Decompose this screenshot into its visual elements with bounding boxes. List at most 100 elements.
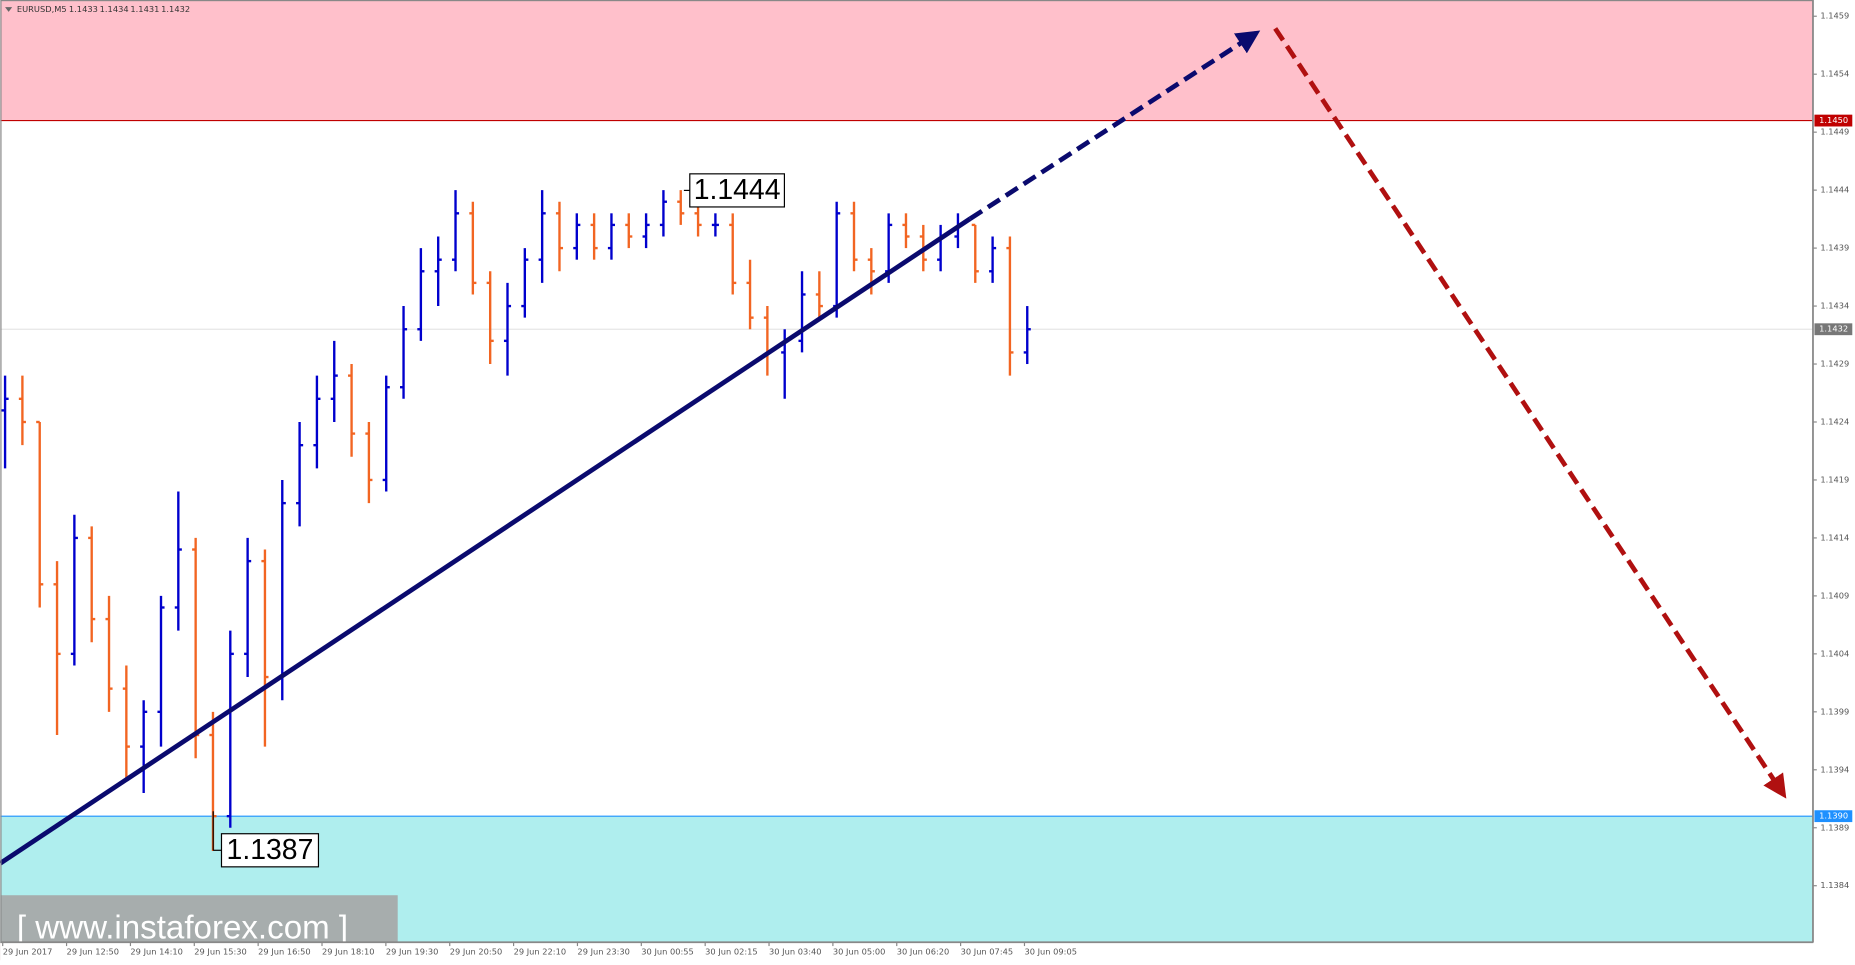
resistance-badge — [1814, 114, 1853, 127]
y-tick-label: 1.1404 — [1820, 648, 1849, 658]
bar — [18, 375, 26, 446]
y-tick-label: 1.1394 — [1820, 764, 1849, 774]
axis-labels: 1.1433 1.1434 1.1431 1.14321.14591.14541.14… — [2, 4, 1853, 956]
x-tick-label: 30 Jun 03:40 — [769, 946, 822, 956]
annotation: 1.1387 — [227, 834, 314, 866]
bar — [833, 201, 841, 318]
bar — [573, 213, 581, 260]
bar — [330, 340, 338, 422]
resistance-label: 1.1450 — [1819, 115, 1848, 125]
bar — [486, 271, 494, 365]
bar — [659, 190, 667, 237]
bar — [538, 190, 546, 283]
x-tick-label: 30 Jun 05:00 — [833, 946, 886, 956]
zones — [0, 0, 1814, 943]
menu-arrow — [5, 7, 13, 12]
x-tick-label: 29 Jun 18:10 — [322, 946, 375, 956]
x-tick-label: 30 Jun 02:15 — [705, 946, 758, 956]
bar — [348, 364, 356, 457]
y-tick-label: 1.1409 — [1820, 590, 1849, 600]
plot-frame — [0, 0, 1814, 943]
quote-value: 1.1431 — [130, 4, 159, 14]
y-tick-label: 1.1429 — [1820, 359, 1849, 369]
bar — [278, 479, 286, 701]
forecast-down — [1273, 27, 1787, 799]
x-tick-label: 29 Jun 2017 — [3, 946, 53, 956]
bar — [140, 700, 148, 793]
bar — [937, 224, 945, 272]
bar — [1023, 306, 1031, 365]
y-tick-label: 1.1449 — [1820, 127, 1849, 137]
support-badge — [1814, 810, 1853, 823]
bar — [625, 213, 633, 249]
bar — [400, 306, 408, 399]
resistance-zone — [0, 0, 1814, 121]
bar — [677, 190, 685, 225]
bar — [989, 236, 997, 283]
annotation-box — [220, 833, 320, 868]
y-tick-label: 1.1459 — [1820, 11, 1849, 21]
bar — [711, 213, 719, 237]
bar — [365, 421, 373, 504]
bar — [88, 526, 96, 643]
quote-value: 1.1434 — [100, 4, 129, 14]
trend-lines — [0, 27, 1787, 866]
bar — [174, 491, 182, 631]
annotation: 1.1444 — [694, 174, 781, 206]
x-tick-label: 30 Jun 07:45 — [961, 946, 1014, 956]
x-tick-label: 29 Jun 22:10 — [514, 946, 567, 956]
bar — [105, 595, 113, 712]
bar — [313, 375, 321, 469]
x-tick-label: 29 Jun 16:50 — [258, 946, 311, 956]
bar — [590, 213, 598, 260]
bar — [746, 259, 754, 330]
y-tick-label: 1.1454 — [1820, 69, 1849, 79]
annotations: 1.1444 1.1387 — [212, 173, 785, 868]
symbol: EURUSD,M5 — [17, 4, 67, 14]
x-tick-label: 30 Jun 06:20 — [897, 946, 950, 956]
bar — [70, 514, 78, 666]
y-tick-label: 1.1389 — [1820, 822, 1849, 832]
bar — [763, 306, 771, 376]
y-tick-label: 1.1399 — [1820, 706, 1849, 716]
bar — [451, 190, 460, 272]
bar — [521, 248, 529, 318]
bar — [157, 595, 165, 747]
bar — [469, 201, 477, 295]
bar — [1006, 236, 1014, 376]
price-axis — [1813, 0, 1855, 965]
bars — [1, 190, 1031, 851]
bar — [850, 201, 858, 272]
x-tick-label: 30 Jun 09:05 — [1024, 946, 1077, 956]
y-tick-label: 1.1439 — [1820, 243, 1849, 253]
x-tick-label: 29 Jun 23:30 — [577, 946, 630, 956]
time-axis — [0, 942, 1855, 965]
quote-value: 1.1432 — [161, 4, 190, 14]
bar — [815, 271, 823, 318]
bar — [296, 421, 304, 527]
bar — [971, 223, 979, 283]
current-price-label: 1.1432 — [1819, 324, 1848, 334]
bar — [555, 201, 564, 272]
bar — [382, 375, 390, 492]
bar — [798, 271, 806, 353]
x-tick-label: 29 Jun 19:30 — [386, 946, 439, 956]
x-tick-label: 29 Jun 12:50 — [67, 946, 120, 956]
support-label: 1.1390 — [1819, 811, 1848, 821]
annotation-box — [689, 173, 785, 208]
bar — [434, 236, 442, 307]
bar — [122, 665, 130, 782]
bar — [503, 282, 512, 376]
x-tick-label: 30 Jun 00:55 — [641, 946, 694, 956]
quote-value: 1.1433 — [69, 4, 98, 14]
y-tick-label: 1.1434 — [1820, 301, 1849, 311]
bar — [1, 375, 9, 469]
bar — [902, 213, 910, 249]
bar — [417, 248, 425, 341]
forecast-up — [968, 30, 1261, 221]
watermark: [ www.instaforex.com ] — [17, 909, 348, 946]
bar — [226, 630, 234, 828]
bar — [192, 537, 200, 759]
bar — [729, 213, 737, 295]
